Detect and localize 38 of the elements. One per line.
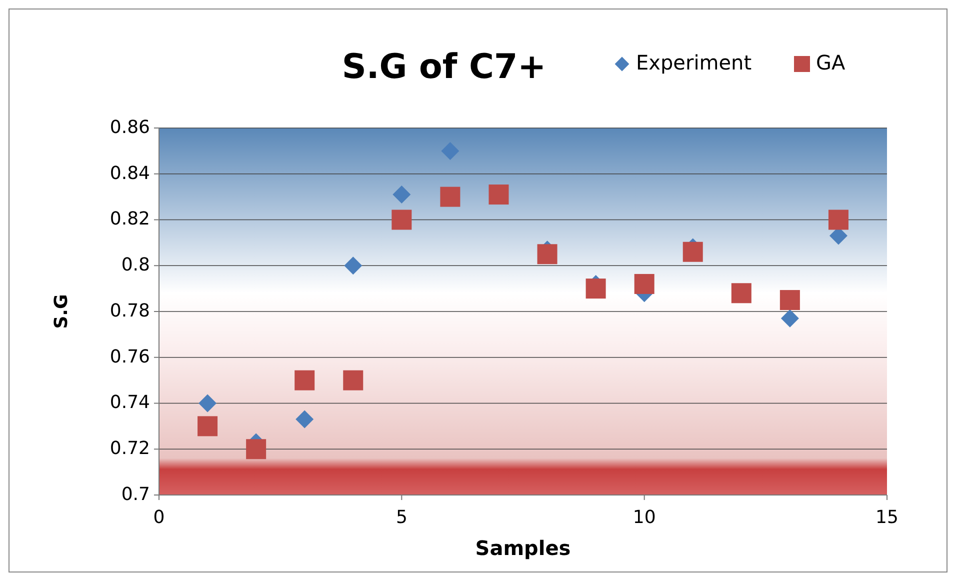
point: [780, 309, 799, 328]
point: [634, 274, 654, 294]
point: [392, 210, 412, 230]
y-tick-label: 0.78: [110, 300, 150, 322]
point: [198, 416, 218, 436]
y-tick-label: 0.7: [121, 484, 150, 505]
x-tick-label: 15: [876, 507, 898, 528]
x-tick-label: 10: [632, 507, 656, 528]
point: [731, 283, 752, 304]
x-tick-label: 0: [153, 507, 165, 528]
point: [682, 242, 703, 262]
point: [828, 210, 848, 230]
point: [344, 256, 362, 275]
y-tick-label: 0.84: [110, 162, 150, 184]
y-axis-title: S.G: [51, 294, 72, 329]
y-tick-label: 0.76: [110, 346, 150, 368]
x-axis-title: Samples: [475, 536, 571, 560]
point: [488, 184, 509, 205]
point: [440, 186, 460, 207]
point: [198, 394, 217, 412]
point: [586, 278, 606, 299]
legend-label: Experiment: [636, 50, 752, 74]
point: [296, 410, 314, 428]
y-tick-label: 0.74: [110, 392, 150, 414]
point: [343, 370, 364, 390]
chart-title: S.G of C7+: [342, 47, 546, 87]
point: [780, 290, 800, 310]
point: [441, 142, 460, 160]
legend-label: GA: [816, 50, 846, 74]
y-tick-label: 0.86: [110, 116, 150, 138]
y-tick-label: 0.82: [110, 208, 150, 230]
point: [246, 439, 266, 460]
point: [294, 370, 315, 390]
point: [537, 244, 558, 264]
x-tick-label: 5: [396, 507, 408, 528]
y-tick-label: 0.8: [121, 254, 150, 276]
y-tick-label: 0.72: [110, 438, 150, 460]
point: [392, 186, 411, 204]
